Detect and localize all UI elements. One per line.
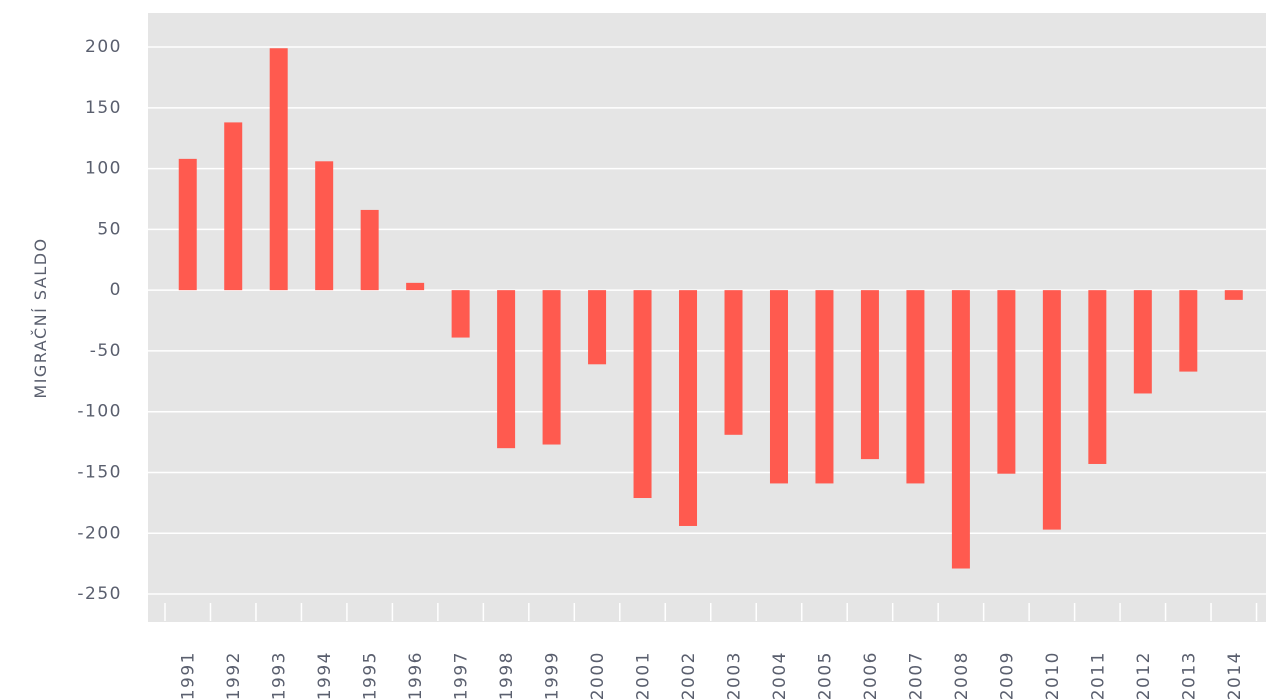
y-tick-label: 0	[110, 280, 122, 300]
bar	[1224, 290, 1243, 300]
x-tick-label: 2003	[725, 651, 745, 699]
bar	[997, 290, 1016, 474]
y-tick-label: -50	[90, 341, 122, 361]
bar	[224, 122, 243, 291]
bar	[542, 290, 561, 445]
y-tick-label: -200	[77, 523, 122, 543]
bar	[951, 290, 970, 569]
bar	[1042, 290, 1061, 530]
bar	[360, 209, 379, 291]
x-tick-label: 2011	[1088, 651, 1108, 699]
x-tick-label: 2005	[815, 651, 835, 699]
bar	[497, 290, 516, 449]
x-tick-label: 1997	[452, 651, 472, 699]
x-tick-label: 2001	[634, 651, 654, 699]
bar	[269, 48, 288, 291]
x-tick-label: 2002	[679, 651, 699, 699]
bar	[1133, 290, 1152, 394]
bar	[724, 290, 743, 435]
bar	[406, 282, 425, 291]
bar	[588, 290, 607, 365]
y-tick-label: 200	[85, 37, 122, 57]
x-tick-label: 2004	[770, 651, 790, 699]
x-tick-label: 2006	[861, 651, 881, 699]
bar	[315, 161, 334, 291]
bar	[178, 158, 197, 291]
x-tick-label: 1996	[406, 651, 426, 699]
x-tick-label: 1995	[361, 651, 381, 699]
y-tick-label: -100	[77, 402, 122, 422]
bar	[1088, 290, 1107, 464]
x-tick-label: 2007	[906, 651, 926, 699]
y-tick-label: 150	[85, 98, 122, 118]
bar	[633, 290, 652, 499]
x-tick-label: 2013	[1179, 651, 1199, 699]
bar	[815, 290, 834, 484]
bar	[1179, 290, 1198, 372]
bar	[769, 290, 788, 484]
y-tick-label: -250	[77, 584, 122, 604]
x-tick-label: 2008	[952, 651, 972, 699]
y-tick-label: -150	[77, 462, 122, 482]
y-tick-label: 50	[97, 219, 122, 239]
x-tick-label: 1994	[315, 651, 335, 699]
x-tick-label: 1998	[497, 651, 517, 699]
x-tick-label: 1999	[543, 651, 563, 699]
bar	[679, 290, 698, 526]
y-axis-label: MIGRAČNÍ SALDO	[31, 237, 50, 398]
x-tick-label: 2014	[1225, 651, 1245, 699]
x-tick-label: 2000	[588, 651, 608, 699]
plot-background	[148, 13, 1266, 622]
x-tick-label: 2009	[997, 651, 1017, 699]
bar	[860, 290, 879, 460]
x-tick-label: 1993	[270, 651, 290, 699]
bar	[451, 290, 470, 338]
x-tick-label: 2012	[1134, 651, 1154, 699]
x-tick-label: 1991	[179, 651, 199, 699]
x-tick-label: 1992	[224, 651, 244, 699]
bar	[906, 290, 925, 484]
x-tick-label: 2010	[1043, 651, 1063, 699]
y-tick-label: 100	[85, 159, 122, 179]
